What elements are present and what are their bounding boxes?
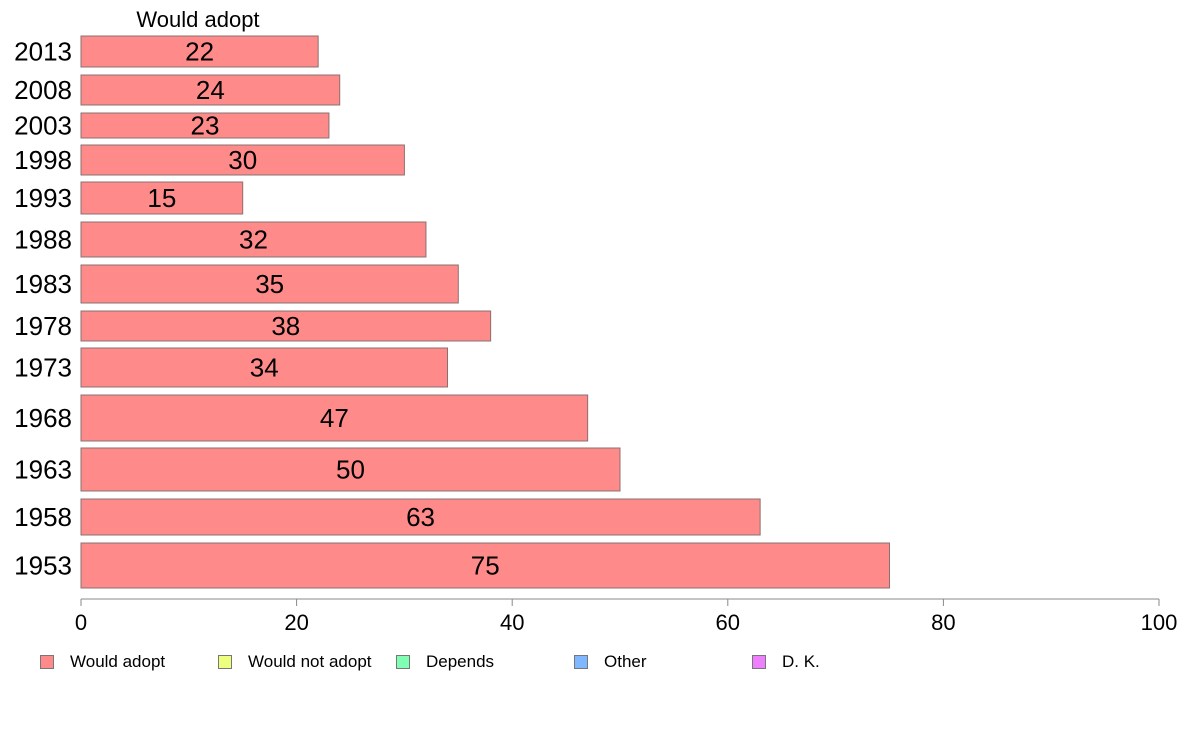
legend-swatch-other — [574, 655, 588, 669]
legend-swatch-depends — [396, 655, 410, 669]
bar-1973 — [80, 347, 449, 388]
category-label-2008: 2008 — [14, 75, 72, 105]
data-label-2013: 22 — [185, 37, 214, 67]
data-label-1978: 38 — [271, 311, 300, 341]
category-label-2003: 2003 — [14, 111, 72, 141]
category-label-2013: 2013 — [14, 37, 72, 67]
data-label-2008: 24 — [196, 75, 225, 105]
x-tick-label-100: 100 — [1141, 610, 1178, 635]
category-label-1998: 1998 — [14, 145, 72, 175]
bar-2003 — [80, 112, 330, 139]
bar-1998 — [80, 144, 405, 176]
legend-swatch-would-adopt — [40, 655, 54, 669]
data-label-1993: 15 — [147, 183, 176, 213]
legend-item-other: Other — [574, 652, 647, 672]
legend: Would adopt Would not adopt Depends Othe… — [40, 652, 900, 674]
bar-1978 — [80, 310, 492, 342]
legend-item-dk: D. K. — [752, 652, 820, 672]
legend-item-would-adopt: Would adopt — [40, 652, 165, 672]
category-label-1958: 1958 — [14, 502, 72, 532]
legend-item-depends: Depends — [396, 652, 494, 672]
bar-1958 — [80, 498, 761, 536]
legend-label-dk: D. K. — [782, 652, 820, 671]
data-label-1983: 35 — [255, 269, 284, 299]
data-label-1998: 30 — [228, 145, 257, 175]
bar-1988 — [80, 221, 427, 258]
bar-1963 — [80, 447, 621, 492]
bar-2013 — [80, 35, 319, 68]
legend-label-other: Other — [604, 652, 647, 671]
bar-1968 — [80, 394, 589, 442]
bars-layer: 2013 22 2008 24 2003 23 1998 30 1993 15 1988 32 1983… — [14, 35, 890, 589]
legend-swatch-dk — [752, 655, 766, 669]
x-tick-label-60: 60 — [716, 610, 740, 635]
x-tick-label-0: 0 — [75, 610, 87, 635]
category-label-1953: 1953 — [14, 551, 72, 581]
category-label-1983: 1983 — [14, 269, 72, 299]
bar-1983 — [80, 264, 459, 304]
bar-1993 — [80, 181, 244, 215]
data-label-2003: 23 — [191, 111, 220, 141]
bar-2008 — [80, 74, 341, 106]
x-tick-label-20: 20 — [284, 610, 308, 635]
category-label-1973: 1973 — [14, 353, 72, 383]
data-label-1968: 47 — [320, 403, 349, 433]
data-label-1963: 50 — [336, 455, 365, 485]
legend-label-would-not-adopt: Would not adopt — [248, 652, 372, 671]
legend-swatch-would-not-adopt — [218, 655, 232, 669]
x-tick-label-80: 80 — [931, 610, 955, 635]
data-label-1953: 75 — [471, 551, 500, 581]
x-tick-label-40: 40 — [500, 610, 524, 635]
bar-1953 — [80, 542, 890, 589]
category-label-1978: 1978 — [14, 311, 72, 341]
legend-label-depends: Depends — [426, 652, 495, 671]
data-label-1988: 32 — [239, 225, 268, 255]
category-label-1963: 1963 — [14, 455, 72, 485]
bar-chart: Would adopt 2013 22 2008 24 2003 23 1998 30 1993… — [14, 7, 1178, 635]
data-label-1958: 63 — [406, 502, 435, 532]
series-title: Would adopt — [136, 7, 259, 32]
x-axis: 0 20 40 60 80 100 — [75, 598, 1178, 635]
category-label-1993: 1993 — [14, 183, 72, 213]
category-label-1968: 1968 — [14, 403, 72, 433]
data-label-1973: 34 — [250, 353, 279, 383]
legend-item-would-not-adopt: Would not adopt — [218, 652, 372, 672]
legend-label-would-adopt: Would adopt — [70, 652, 166, 671]
category-label-1988: 1988 — [14, 225, 72, 255]
